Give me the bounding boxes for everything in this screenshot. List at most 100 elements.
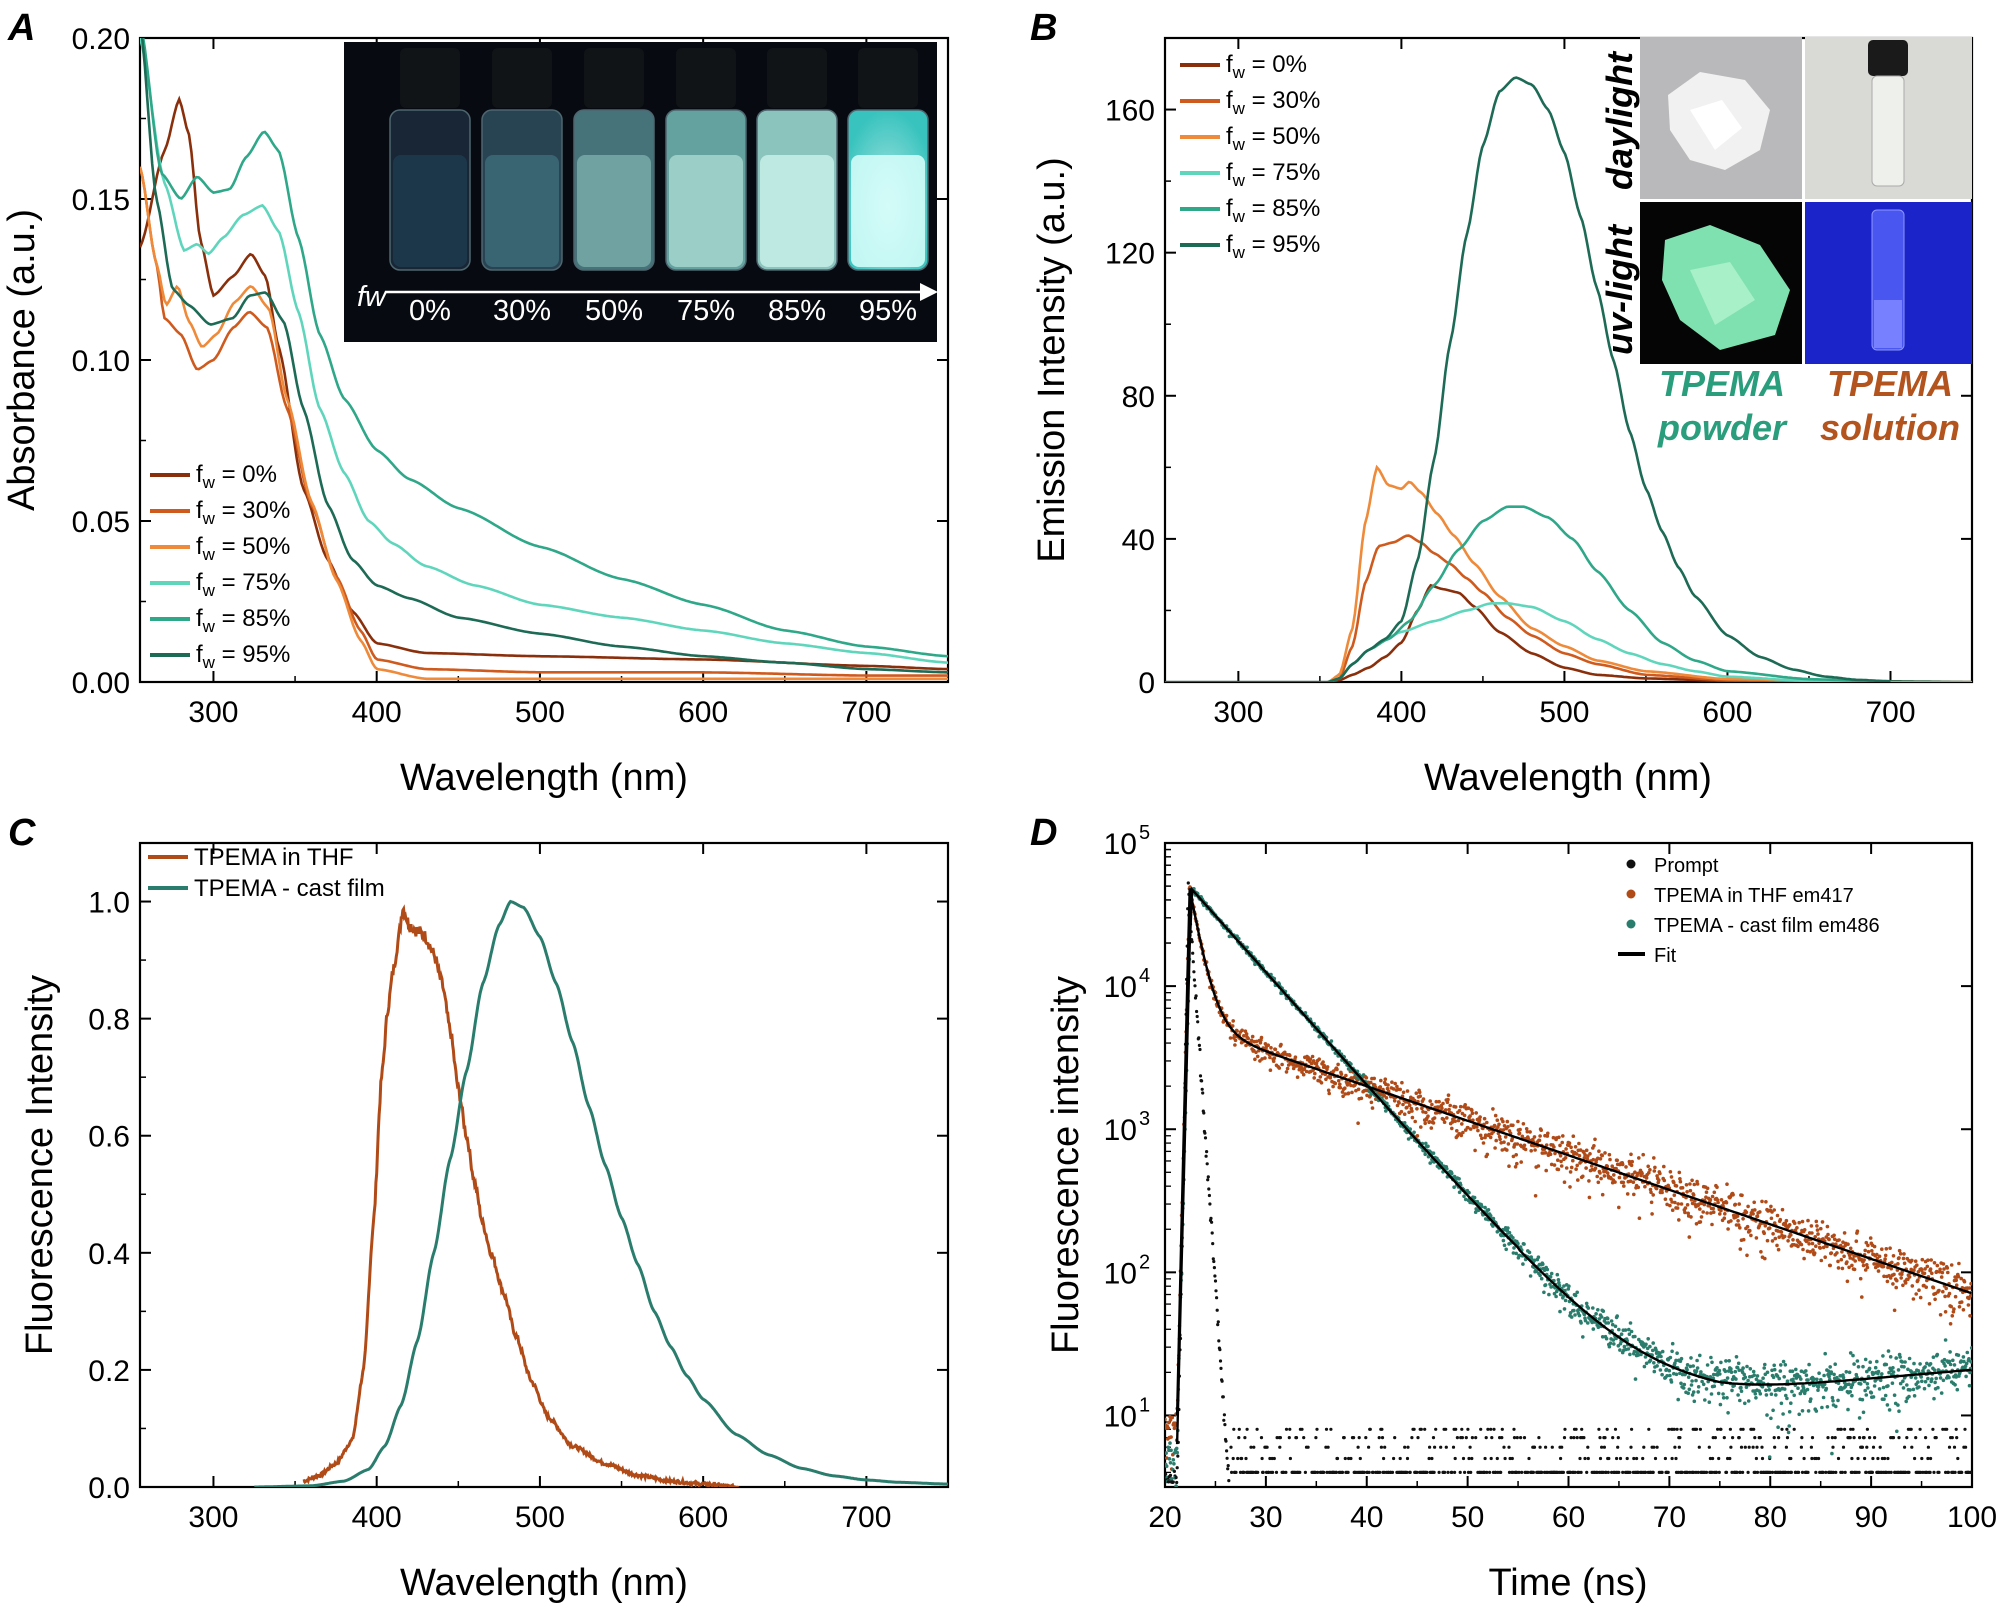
data-point: [1577, 1470, 1581, 1474]
data-point: [1284, 1470, 1288, 1474]
data-point: [1483, 1456, 1487, 1461]
data-point: [1598, 1171, 1602, 1175]
data-point: [1862, 1379, 1867, 1384]
data-point: [1504, 1247, 1508, 1252]
data-point: [1221, 1395, 1225, 1399]
data-point: [1806, 1378, 1810, 1382]
data-point: [1777, 1376, 1781, 1381]
data-point: [1729, 1367, 1733, 1371]
data-point: [1843, 1427, 1847, 1431]
data-point: [1705, 1186, 1710, 1191]
data-point: [1224, 1439, 1228, 1443]
data-point: [1912, 1394, 1917, 1398]
data-point: [1453, 1105, 1458, 1109]
data-point: [1779, 1401, 1784, 1406]
series-line: [140, 38, 948, 674]
data-point: [1708, 1197, 1713, 1202]
series-line: [140, 166, 948, 681]
data-point: [1197, 1036, 1201, 1040]
data-point: [1250, 1034, 1255, 1039]
series-lines: [140, 38, 948, 681]
data-point: [1932, 1261, 1937, 1265]
data-point: [1719, 1427, 1723, 1431]
data-point: [1738, 1470, 1742, 1474]
data-point: [1190, 940, 1194, 944]
data-point: [1522, 1436, 1527, 1440]
data-point: [1500, 1436, 1504, 1440]
data-point: [1470, 1108, 1474, 1112]
data-point: [1790, 1389, 1794, 1394]
data-point: [1562, 1284, 1566, 1288]
data-point: [1506, 1142, 1511, 1146]
data-point: [1658, 1171, 1662, 1176]
data-point: [1415, 1470, 1419, 1474]
data-point: [1735, 1214, 1740, 1218]
data-point: [1888, 1246, 1892, 1250]
data-point: [1515, 1436, 1519, 1440]
data-point: [1680, 1470, 1684, 1474]
y-tick-label: 0.10: [72, 345, 130, 378]
data-point: [1559, 1456, 1563, 1461]
data-point: [1926, 1445, 1930, 1449]
data-point: [1772, 1363, 1776, 1368]
data-point: [1586, 1456, 1590, 1461]
data-point: [1703, 1398, 1707, 1402]
data-point: [1819, 1258, 1824, 1263]
data-point: [1540, 1470, 1544, 1474]
data-point: [1654, 1348, 1658, 1352]
data-point: [1771, 1375, 1776, 1380]
data-point: [1561, 1134, 1565, 1138]
data-point: [1892, 1308, 1897, 1313]
data-point: [1423, 1121, 1427, 1126]
y-tick-label: 0.15: [72, 184, 130, 217]
data-point: [1392, 1456, 1396, 1461]
data-point: [1892, 1393, 1897, 1397]
data-point: [1668, 1170, 1673, 1174]
data-point: [1790, 1369, 1795, 1373]
data-point: [1440, 1106, 1444, 1110]
data-point: [1612, 1173, 1616, 1177]
data-point: [1192, 978, 1196, 982]
data-point: [1437, 1099, 1441, 1104]
data-point: [1857, 1416, 1862, 1420]
data-point: [1923, 1267, 1927, 1271]
data-point: [1672, 1427, 1676, 1431]
fit-lines: [1175, 886, 1972, 1445]
data-point: [1715, 1185, 1719, 1189]
data-point: [1658, 1351, 1662, 1355]
data-point: [1831, 1445, 1835, 1449]
series-line: [302, 904, 740, 1487]
data-point: [1511, 1470, 1515, 1474]
data-point: [1400, 1080, 1404, 1085]
data-point: [1515, 1161, 1519, 1166]
data-point: [1872, 1244, 1877, 1249]
data-point: [1902, 1261, 1907, 1266]
data-point: [1871, 1395, 1876, 1399]
data-point: [1424, 1141, 1428, 1146]
data-point: [1514, 1153, 1518, 1157]
data-point: [1368, 1427, 1372, 1431]
data-point: [1865, 1263, 1869, 1267]
data-point: [1636, 1470, 1640, 1474]
data-point: [1713, 1436, 1717, 1440]
data-point: [1528, 1130, 1532, 1134]
data-point: [1174, 1475, 1178, 1480]
data-point: [1860, 1295, 1864, 1299]
data-point: [1864, 1240, 1869, 1245]
data-point: [1741, 1470, 1745, 1474]
data-point: [1502, 1124, 1507, 1128]
data-point: [1358, 1456, 1362, 1461]
data-point: [1764, 1200, 1768, 1204]
data-point: [1246, 1036, 1250, 1041]
data-point: [1763, 1256, 1767, 1261]
data-point: [1689, 1215, 1693, 1219]
data-point: [1754, 1236, 1759, 1240]
data-point: [1858, 1276, 1863, 1281]
data-point: [1452, 1174, 1457, 1179]
data-point: [1288, 1053, 1292, 1058]
data-point: [1407, 1103, 1412, 1108]
data-point: [1468, 1127, 1473, 1131]
vial-uv-liquid: [1874, 300, 1902, 348]
data-point: [1277, 1066, 1282, 1070]
